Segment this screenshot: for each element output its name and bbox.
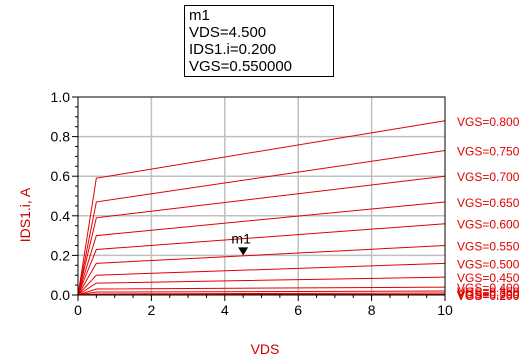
series-label: VGS=0.600	[457, 218, 520, 232]
series-line	[77, 262, 446, 296]
series-label: VGS=0.750	[457, 144, 520, 158]
y-tick-label: 0.0	[51, 287, 71, 303]
series-label: VGS=0.300	[457, 287, 520, 301]
marker-readout-box[interactable]: m1 VDS=4.500 IDS1.i=0.200 VGS=0.550000	[184, 5, 334, 77]
series-line	[77, 245, 446, 296]
y-tick-label: 0.4	[51, 208, 71, 224]
marker-name: m1	[189, 7, 210, 24]
series-label: VGS=0.200	[457, 289, 520, 303]
series-label: VGS=0.550	[457, 240, 520, 254]
marker-vds: VDS=4.500	[189, 24, 267, 41]
series-line	[77, 120, 446, 296]
marker-label: m1	[231, 230, 251, 246]
x-tick-label: 10	[437, 302, 453, 318]
series-line	[77, 286, 446, 296]
y-tick-label: 1.0	[51, 89, 71, 105]
marker-ids: IDS1.i=0.200	[189, 41, 277, 58]
x-tick-label: 8	[368, 302, 376, 318]
series-label: VGS=0.650	[457, 196, 520, 210]
tick-labels: 0 2 4 6 8 10 0.0 0.2 0.4 0.6 0.8 1.0	[51, 89, 453, 318]
series-line	[77, 149, 446, 296]
series-line	[77, 276, 446, 296]
plot-frame	[72, 96, 446, 301]
x-tick-label: 6	[294, 302, 302, 318]
series-line	[77, 201, 446, 296]
marker-triangle-icon[interactable]	[238, 247, 249, 256]
marker-m1[interactable]: m1	[231, 230, 251, 256]
marker-vgs: VGS=0.550000	[189, 58, 293, 75]
series-label: VGS=0.350	[457, 285, 520, 299]
series-labels: VGS=0.800 VGS=0.750 VGS=0.700 VGS=0.650 VGS=…	[457, 115, 520, 303]
series-label: VGS=0.500	[457, 257, 520, 271]
series-line	[77, 223, 446, 296]
series-label: VGS=0.400	[457, 281, 520, 295]
y-tick-label: 0.8	[51, 129, 71, 145]
series-label: VGS=0.250	[457, 288, 520, 302]
series-label: VGS=0.700	[457, 170, 520, 184]
series-line	[77, 290, 446, 296]
x-axis-label: VDS	[251, 341, 280, 357]
y-axis-label: IDS1.i, A	[17, 187, 33, 242]
series-line	[77, 175, 446, 296]
series-label: VGS=0.800	[457, 115, 520, 129]
x-tick-label: 2	[148, 302, 156, 318]
y-tick-label: 0.6	[51, 168, 71, 184]
y-tick-label: 0.2	[51, 247, 71, 263]
series-group	[77, 120, 446, 296]
x-tick-label: 0	[74, 302, 82, 318]
grid	[78, 97, 445, 295]
x-tick-label: 4	[221, 302, 229, 318]
series-label: VGS=0.450	[457, 271, 520, 285]
